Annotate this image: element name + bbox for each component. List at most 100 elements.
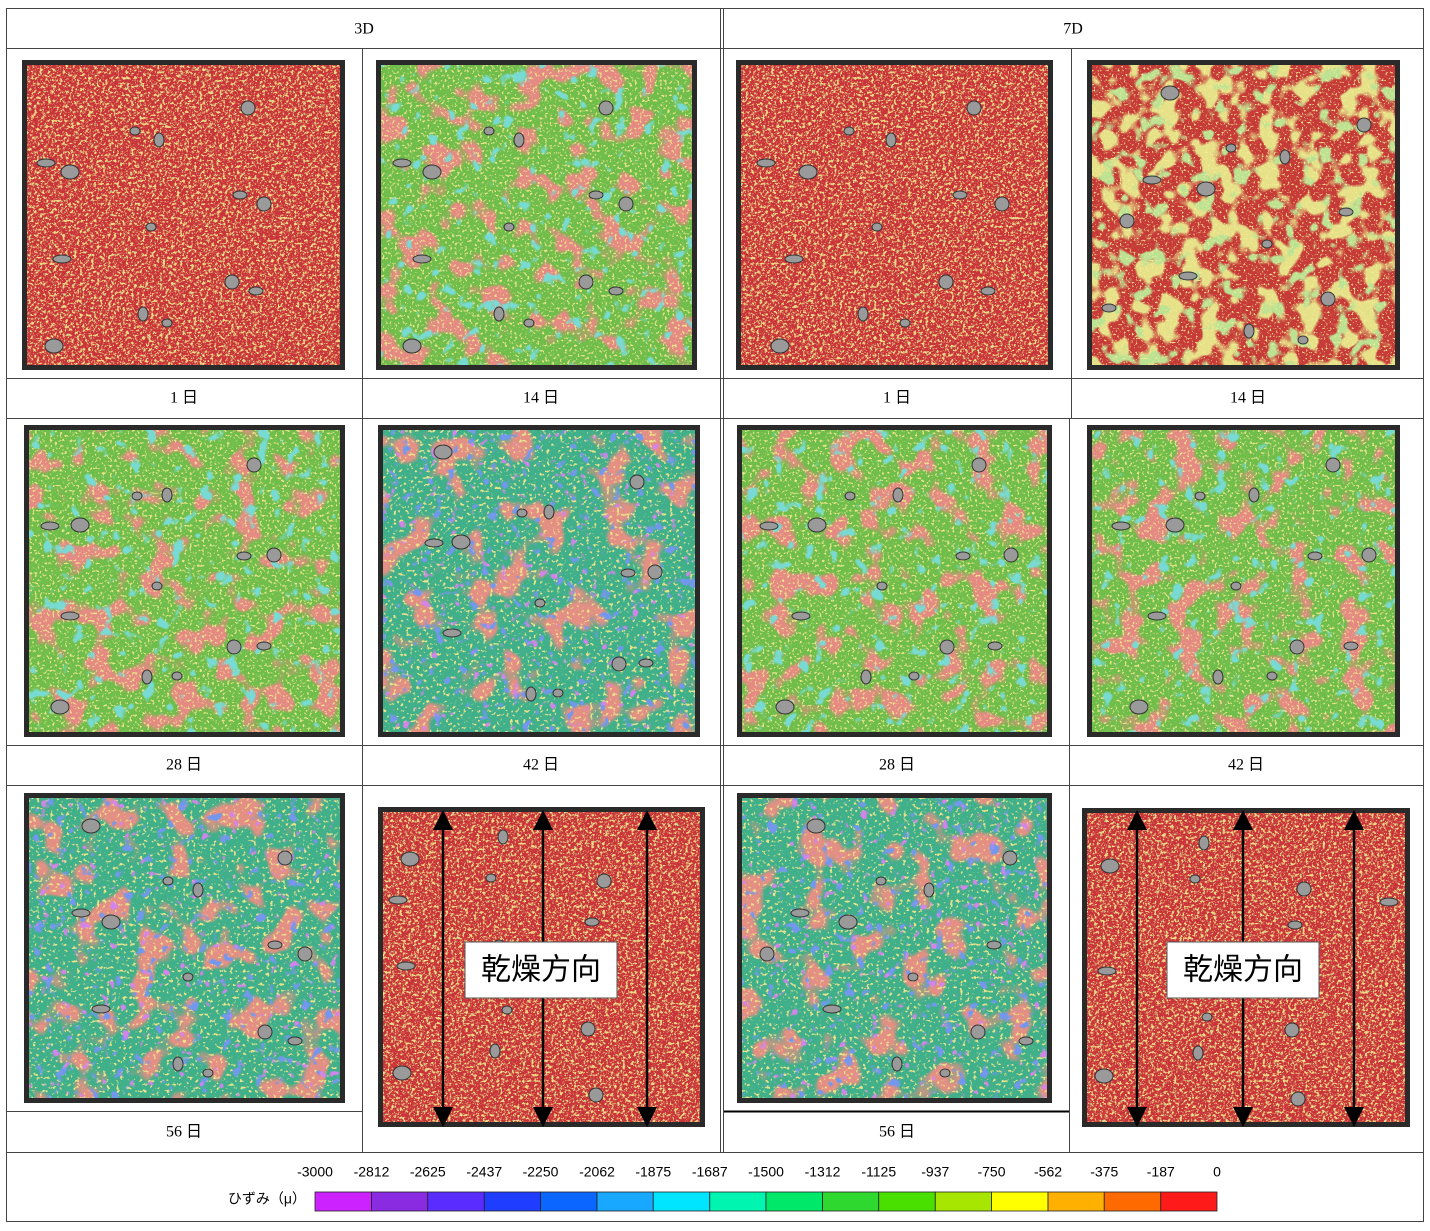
aggregate-spot [526, 687, 536, 701]
aggregate-spot [227, 640, 241, 654]
aggregate-spot [844, 127, 854, 135]
aggregate-spot [757, 159, 775, 167]
aggregate-spot [92, 1005, 110, 1013]
caption: 14 日 [1230, 390, 1266, 407]
aggregate-spot [288, 1037, 302, 1045]
aggregate-spot [1197, 182, 1215, 196]
aggregate-spot [225, 275, 239, 289]
aggregate-spot [183, 973, 193, 981]
strain-speckle [742, 798, 1047, 1098]
aggregate-spot [1280, 150, 1290, 164]
aggregate-spot [162, 488, 172, 502]
aggregate-spot [1190, 875, 1200, 883]
aggregate-spot [589, 1088, 603, 1102]
aggregate-spot [237, 552, 251, 560]
aggregate-spot [972, 458, 986, 472]
aggregate-spot [872, 223, 882, 231]
aggregate-spot [589, 191, 603, 199]
colorbar-segment [541, 1192, 598, 1211]
legend-label: ひずみ（μ） [228, 1191, 306, 1207]
aggregate-spot [845, 492, 855, 500]
colorbar-tick-label: -1500 [748, 1164, 784, 1180]
caption: 56 日 [879, 1124, 915, 1141]
aggregate-spot [517, 509, 527, 517]
colorbar-segment [428, 1192, 485, 1211]
aggregate-spot [619, 197, 633, 211]
group-title: 3D [354, 21, 374, 38]
aggregate-spot [579, 275, 593, 289]
aggregate-spot [172, 672, 182, 680]
aggregate-spot [203, 1069, 213, 1077]
aggregate-spot [585, 918, 599, 926]
aggregate-spot [268, 941, 282, 949]
caption: 14 日 [523, 390, 559, 407]
aggregate-spot [51, 700, 69, 714]
aggregate-spot [1291, 1092, 1305, 1106]
aggregate-spot [1244, 324, 1254, 338]
colorbar-segment [484, 1192, 540, 1211]
aggregate-spot [1231, 582, 1241, 590]
aggregate-spot [514, 133, 524, 147]
aggregate-spot [393, 1066, 411, 1080]
aggregate-spot [1143, 176, 1161, 184]
aggregate-spot [233, 191, 247, 199]
aggregate-spot [940, 1069, 950, 1077]
aggregate-spot [1019, 1037, 1033, 1045]
colorbar-segment [1048, 1192, 1104, 1211]
aggregate-spot [953, 191, 967, 199]
aggregate-spot [267, 548, 281, 562]
aggregate-spot [799, 165, 817, 179]
aggregate-spot [257, 642, 271, 650]
aggregate-spot [1288, 921, 1302, 929]
caption: 56 日 [166, 1124, 202, 1141]
aggregate-spot [241, 101, 255, 115]
aggregate-spot [971, 1025, 985, 1039]
aggregate-spot [612, 657, 626, 671]
aggregate-spot [807, 819, 825, 833]
aggregate-spot [146, 223, 156, 231]
aggregate-spot [45, 339, 63, 353]
aggregate-spot [163, 877, 173, 885]
colorbar-tick-label: -1687 [692, 1164, 728, 1180]
colorbar-segment [653, 1192, 710, 1211]
colorbar-tick-label: -3000 [297, 1164, 333, 1180]
caption: 42 日 [1228, 757, 1264, 774]
aggregate-spot [452, 535, 470, 549]
aggregate-spot [893, 488, 903, 502]
colorbar-tick-label: -2812 [354, 1164, 390, 1180]
caption: 28 日 [166, 757, 202, 774]
figure: 3D 7D 1 日 14 日 28 日 42 日 56 日 1 日 14 日 2… [0, 0, 1430, 1231]
aggregate-spot [900, 319, 910, 327]
aggregate-spot [581, 1022, 595, 1036]
aggregate-spot [61, 165, 79, 179]
aggregate-spot [1003, 851, 1017, 865]
colorbar-segment [935, 1192, 991, 1211]
annotation: 乾燥方向 [481, 953, 601, 988]
colorbar-segment [766, 1192, 823, 1211]
aggregate-spot [247, 458, 261, 472]
aggregate-spot [553, 689, 563, 697]
aggregate-spot [609, 287, 623, 295]
aggregate-spot [1285, 1023, 1299, 1037]
aggregate-spot [823, 1005, 841, 1013]
colorbar-tick-label: -187 [1147, 1164, 1175, 1180]
colorbar-tick-label: -1312 [805, 1164, 841, 1180]
colorbar-segment [1104, 1192, 1161, 1211]
aggregate-spot [258, 1025, 272, 1039]
aggregate-spot [876, 877, 886, 885]
aggregate-spot [389, 896, 407, 904]
aggregate-spot [1290, 640, 1304, 654]
aggregate-spot [486, 874, 496, 882]
aggregate-spot [1148, 612, 1166, 620]
aggregate-spot [544, 505, 554, 519]
aggregate-spot [494, 307, 504, 321]
aggregate-spot [987, 941, 1001, 949]
strain-speckle [741, 65, 1048, 365]
aggregate-spot [249, 287, 263, 295]
colorbar-segment [597, 1192, 653, 1211]
aggregate-spot [162, 319, 172, 327]
aggregate-spot [648, 565, 662, 579]
aggregate-spot [490, 1044, 500, 1058]
annotation: 乾燥方向 [1183, 953, 1303, 988]
aggregate-spot [785, 255, 803, 263]
